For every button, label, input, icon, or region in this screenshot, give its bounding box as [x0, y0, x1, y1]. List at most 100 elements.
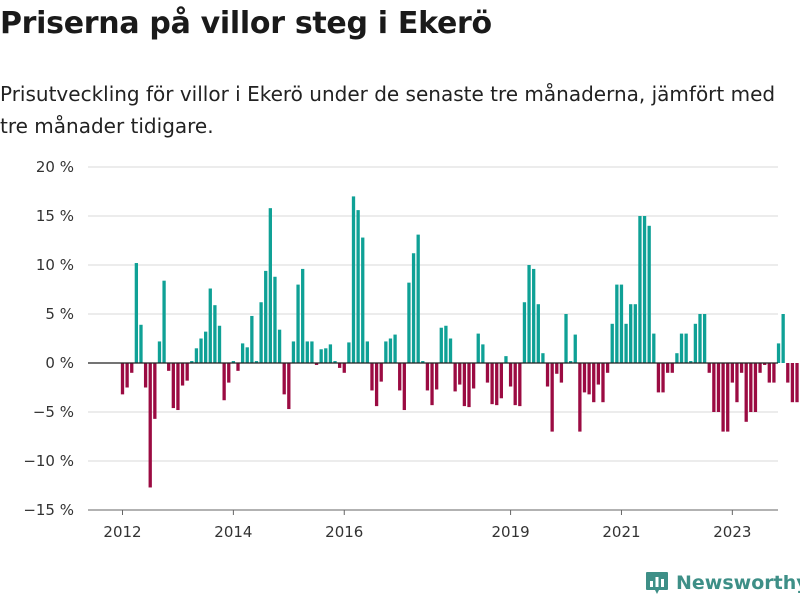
y-tick-label: −5 %: [33, 403, 74, 421]
bar: [758, 363, 762, 373]
x-tick-label: 2016: [325, 523, 363, 541]
bar: [194, 348, 199, 363]
bar: [716, 363, 721, 412]
bar: [222, 363, 226, 401]
y-tick-label: 5 %: [45, 305, 74, 323]
bar: [702, 314, 707, 363]
bar: [444, 325, 448, 363]
bar: [213, 305, 217, 363]
bar: [615, 284, 619, 363]
bar-chart: −15 % −10 % −5 % 0 % 5 % 10 % 15 % 20 % 2012 201…: [23, 158, 800, 541]
brand-name: Newsworthy: [676, 572, 800, 594]
bar: [582, 363, 587, 393]
bar: [508, 363, 513, 387]
bar: [430, 363, 434, 406]
bar: [416, 234, 420, 363]
bar: [772, 363, 776, 383]
bar: [564, 314, 568, 363]
bar: [379, 363, 383, 382]
bar: [296, 284, 300, 363]
bar: [130, 363, 134, 373]
bar: [559, 363, 564, 383]
bar: [342, 363, 346, 373]
bar: [781, 314, 785, 363]
newsworthy-logo-icon: [646, 572, 668, 594]
x-tick-label: 2014: [214, 523, 252, 541]
bar: [254, 361, 259, 363]
bar: [707, 363, 711, 373]
x-tick-label: 2021: [602, 523, 640, 541]
bar: [726, 363, 730, 432]
bar: [610, 323, 614, 363]
bar: [324, 348, 328, 363]
bar: [601, 363, 605, 403]
bar: [448, 338, 453, 363]
bar: [786, 363, 790, 383]
bar: [425, 363, 430, 391]
bar: [518, 363, 522, 407]
bar: [125, 363, 129, 388]
bar: [592, 363, 596, 403]
bar: [277, 329, 282, 363]
bar: [240, 343, 245, 363]
bar: [499, 363, 503, 399]
bar: [638, 216, 642, 363]
bar: [712, 363, 716, 412]
bar: [411, 253, 416, 363]
y-tick-label: 10 %: [36, 256, 74, 274]
bar: [605, 363, 610, 373]
bar: [545, 363, 550, 387]
bar: [250, 315, 254, 363]
bar: [555, 363, 559, 374]
x-tick-label: 2019: [491, 523, 529, 541]
bar: [134, 263, 139, 363]
bar: [467, 363, 471, 408]
bar: [328, 344, 333, 363]
bar: [227, 363, 231, 383]
bar: [666, 363, 670, 373]
bar: [259, 302, 263, 363]
bar: [661, 363, 665, 393]
y-axis-ticks: −15 % −10 % −5 % 0 % 5 % 10 % 15 % 20 %: [23, 158, 74, 519]
bar: [365, 341, 370, 363]
bar: [435, 363, 439, 390]
bar: [721, 363, 725, 432]
bar: [495, 363, 499, 406]
bar: [744, 363, 748, 422]
brand-logo: Newsworthy: [644, 568, 800, 598]
bar: [384, 341, 388, 363]
x-tick-label: 2023: [713, 523, 751, 541]
bar: [305, 341, 309, 363]
bar: [370, 363, 374, 391]
bar: [351, 196, 356, 363]
bar: [407, 282, 411, 363]
bar: [199, 338, 203, 363]
bar: [679, 333, 684, 363]
bar: [624, 323, 628, 363]
bar: [753, 363, 758, 412]
bar: [167, 363, 171, 371]
bar: [162, 280, 166, 363]
y-tick-label: −15 %: [23, 501, 74, 519]
bar: [485, 363, 490, 383]
bar: [767, 363, 771, 383]
bar: [421, 361, 425, 363]
bar: [573, 334, 577, 363]
grid-lines: [88, 166, 778, 511]
bar: [268, 208, 272, 363]
bar: [596, 363, 601, 385]
bar: [310, 341, 314, 363]
y-tick-label: −10 %: [23, 452, 74, 470]
bar: [776, 343, 781, 363]
bar: [153, 363, 157, 419]
bar: [790, 363, 795, 403]
bar: [527, 265, 531, 363]
bar: [319, 349, 323, 363]
bar: [568, 361, 573, 363]
bar: [273, 276, 277, 363]
bar: [633, 304, 637, 363]
bar: [735, 363, 739, 403]
bar: [536, 304, 540, 363]
bar: [291, 341, 296, 363]
bar: [481, 344, 485, 363]
